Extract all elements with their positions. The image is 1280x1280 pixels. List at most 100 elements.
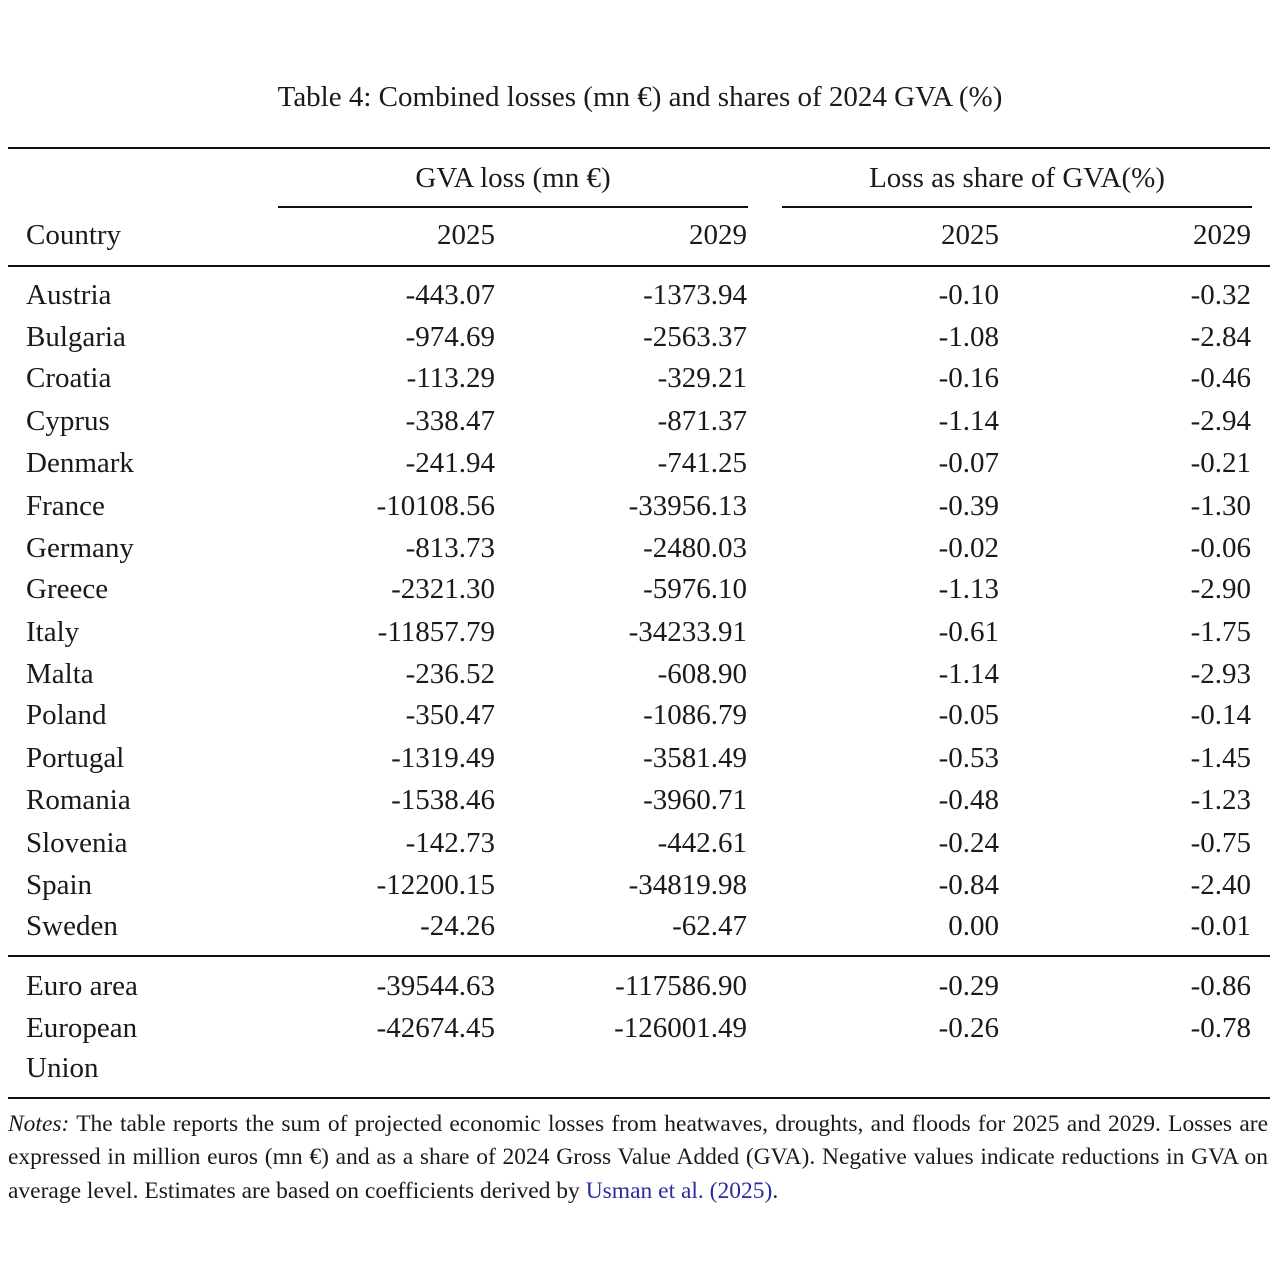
country-cell: Spain	[26, 869, 93, 901]
value-cell: -2.90	[1190, 573, 1251, 605]
value-cell: -0.01	[1190, 910, 1251, 942]
value-cell: -0.29	[938, 970, 999, 1002]
country-cell: Malta	[26, 658, 94, 690]
value-cell: -813.73	[405, 532, 495, 564]
value-cell: -2321.30	[391, 573, 495, 605]
value-cell: -10108.56	[376, 490, 495, 522]
value-cell: -1.75	[1190, 616, 1251, 648]
notes-text: The table reports the sum of projected e…	[8, 1111, 1269, 1204]
value-cell: -1.14	[938, 658, 999, 690]
table-title: Table 4: Combined losses (mn €) and shar…	[277, 81, 1003, 113]
value-cell: -608.90	[657, 658, 747, 690]
value-cell: -42674.45	[376, 1011, 495, 1044]
header-rule	[8, 265, 1270, 267]
value-cell: -974.69	[405, 321, 495, 353]
value-cell: -350.47	[405, 699, 495, 731]
column-header: 2025	[941, 219, 999, 251]
column-header: Country	[26, 219, 122, 251]
value-cell: -2563.37	[643, 321, 747, 353]
notes: Notes: The table reports the sum of proj…	[8, 1108, 1268, 1208]
value-cell: -1086.79	[643, 699, 747, 731]
group-header: Loss as share of GVA(%)	[869, 162, 1165, 194]
value-cell: -0.24	[938, 827, 999, 859]
value-cell: -338.47	[405, 405, 495, 437]
value-cell: -39544.63	[376, 970, 495, 1002]
column-header: 2025	[437, 219, 495, 251]
value-cell: -0.26	[938, 1011, 999, 1044]
group-header: GVA loss (mn €)	[415, 162, 611, 194]
value-cell: -0.53	[938, 742, 999, 774]
value-cell: -0.14	[1190, 699, 1251, 731]
value-cell: -1319.49	[391, 742, 495, 774]
country-cell: Germany	[26, 532, 134, 564]
value-cell: -0.07	[938, 447, 999, 479]
country-cell: Denmark	[26, 447, 134, 479]
value-cell: -1.45	[1190, 742, 1251, 774]
value-cell: -34233.91	[628, 616, 747, 648]
value-cell: -2.93	[1190, 658, 1251, 690]
value-cell: -442.61	[657, 827, 747, 859]
value-cell: -0.39	[938, 490, 999, 522]
value-cell: -0.78	[1190, 1011, 1251, 1044]
value-cell: -329.21	[657, 362, 747, 394]
value-cell: -741.25	[657, 447, 747, 479]
value-cell: -1.30	[1190, 490, 1251, 522]
aggregate-cell: Euro area	[26, 970, 138, 1002]
country-cell: Italy	[26, 616, 80, 648]
value-cell: -117586.90	[615, 970, 747, 1002]
value-cell: -62.47	[672, 910, 747, 942]
value-cell: -113.29	[406, 362, 495, 394]
country-cell: Romania	[26, 784, 131, 816]
value-cell: -3960.71	[643, 784, 747, 816]
aggregate-cell: European Union	[26, 1011, 138, 1084]
value-cell: -2.40	[1190, 869, 1251, 901]
value-cell: -0.48	[938, 784, 999, 816]
value-cell: -0.86	[1190, 970, 1251, 1002]
value-cell: -142.73	[405, 827, 495, 859]
notes-end: .	[772, 1177, 779, 1204]
country-cell: Cyprus	[26, 405, 110, 437]
value-cell: 0.00	[948, 910, 999, 942]
citation-link[interactable]: Usman et al. (2025)	[585, 1177, 773, 1204]
value-cell: -0.32	[1190, 279, 1251, 311]
group-rule	[782, 206, 1252, 208]
value-cell: -24.26	[420, 910, 495, 942]
country-cell: Greece	[26, 573, 109, 605]
value-cell: -34819.98	[628, 869, 747, 901]
value-cell: -443.07	[405, 279, 495, 311]
value-cell: -2.94	[1190, 405, 1251, 437]
value-cell: -1373.94	[643, 279, 747, 311]
value-cell: -1.08	[938, 321, 999, 353]
value-cell: -3581.49	[643, 742, 747, 774]
group-rule	[278, 206, 748, 208]
country-cell: Slovenia	[26, 827, 128, 859]
value-cell: -0.06	[1190, 532, 1251, 564]
value-cell: -0.02	[938, 532, 999, 564]
value-cell: -0.61	[938, 616, 999, 648]
country-cell: France	[26, 490, 105, 522]
column-header: 2029	[1193, 219, 1251, 251]
value-cell: -1.14	[938, 405, 999, 437]
column-header: 2029	[689, 219, 747, 251]
value-cell: -1538.46	[391, 784, 495, 816]
value-cell: -236.52	[405, 658, 495, 690]
country-cell: Sweden	[26, 910, 118, 942]
value-cell: -0.10	[938, 279, 999, 311]
bottom-rule	[8, 1097, 1270, 1099]
country-cell: Bulgaria	[26, 321, 126, 353]
value-cell: -12200.15	[376, 869, 495, 901]
value-cell: -33956.13	[628, 490, 747, 522]
value-cell: -0.46	[1190, 362, 1251, 394]
value-cell: -0.16	[938, 362, 999, 394]
value-cell: -0.21	[1190, 447, 1251, 479]
value-cell: -126001.49	[614, 1011, 747, 1044]
value-cell: -2.84	[1190, 321, 1251, 353]
value-cell: -11857.79	[377, 616, 495, 648]
country-cell: Croatia	[26, 362, 112, 394]
value-cell: -5976.10	[643, 573, 747, 605]
value-cell: -241.94	[405, 447, 495, 479]
notes-label: Notes:	[8, 1111, 70, 1137]
mid-rule	[8, 955, 1270, 957]
value-cell: -0.05	[938, 699, 999, 731]
